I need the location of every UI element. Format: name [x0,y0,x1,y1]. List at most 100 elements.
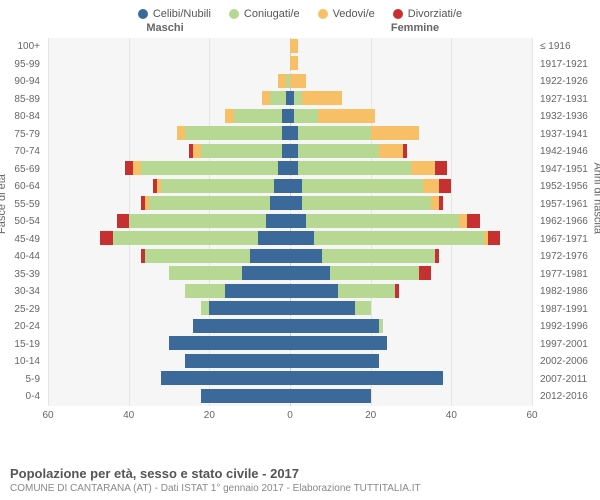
bar-segment [113,231,258,245]
bar-segment [282,109,290,123]
bar-segment [169,266,242,280]
x-tick-label: 60 [526,410,537,421]
legend-swatch [138,9,148,19]
bar-segment [423,179,439,193]
age-label: 55-59 [0,196,44,214]
age-label: 75-79 [0,126,44,144]
female-label: Femmine [290,22,600,34]
bar-segment [282,126,290,140]
bar-segment [201,144,282,158]
birth-label: 1982-1986 [536,283,600,301]
bar-segment [278,161,290,175]
birth-label: 1922-1926 [536,73,600,91]
age-label: 50-54 [0,213,44,231]
chart-title: Popolazione per età, sesso e stato civil… [10,466,421,481]
bar-segment [141,161,278,175]
birth-label: 1977-1981 [536,266,600,284]
bar-segment [379,144,403,158]
bar-segment [258,231,290,245]
bar-segment [290,389,371,403]
pyramid-row [48,336,532,354]
bar-segment [298,144,379,158]
bar-segment [411,161,435,175]
bar-segment [439,179,451,193]
age-label: 10-14 [0,353,44,371]
bar-segment [282,144,290,158]
bar-segment [290,214,306,228]
pyramid-row [48,108,532,126]
age-label: 40-44 [0,248,44,266]
bar-segment [100,231,112,245]
bar-segment [266,214,290,228]
bar-segment [306,214,459,228]
legend-item: Vedovi/e [318,8,375,20]
bar-segment [290,126,298,140]
pyramid-row [48,161,532,179]
birth-label: 1932-1936 [536,108,600,126]
legend-item: Celibi/Nubili [138,8,211,20]
birth-label: 1967-1971 [536,231,600,249]
age-label: 45-49 [0,231,44,249]
bar-segment [395,284,399,298]
birth-label: 1927-1931 [536,91,600,109]
birth-label: 1947-1951 [536,161,600,179]
bar-segment [250,249,290,263]
birth-label: 1952-1956 [536,178,600,196]
pyramid-row [48,371,532,389]
bar-segment [467,214,479,228]
bar-segment [201,389,290,403]
legend-item: Coniugati/e [229,8,300,20]
bar-segment [302,196,431,210]
age-label: 15-19 [0,336,44,354]
bar-segment [435,161,447,175]
bar-segment [270,91,286,105]
bar-segment [431,196,439,210]
age-label: 95-99 [0,56,44,74]
age-label: 0-4 [0,388,44,406]
bar-segment [149,196,270,210]
bar-segment [209,301,290,315]
pyramid-row [48,73,532,91]
age-label: 20-24 [0,318,44,336]
bar-segment [459,214,467,228]
pyramid-row [48,353,532,371]
bar-segment [302,91,342,105]
bar-segment [278,74,286,88]
bar-segment [298,126,371,140]
pyramid-row [48,231,532,249]
bar-segment [290,161,298,175]
bar-segment [290,371,443,385]
legend-label: Divorziati/e [408,8,462,20]
bar-segment [185,126,282,140]
birth-label: 1972-1976 [536,248,600,266]
bar-segment [318,109,374,123]
birth-label: 1992-1996 [536,318,600,336]
age-label: 25-29 [0,301,44,319]
bar-segment [262,91,270,105]
x-tick-label: 20 [204,410,215,421]
bar-segment [270,196,290,210]
bar-segment [290,39,298,53]
male-label: Maschi [0,22,290,34]
x-tick-label: 20 [365,410,376,421]
pyramid-row [48,248,532,266]
bar-segment [185,284,225,298]
x-tick-label: 40 [123,410,134,421]
bar-segment [298,161,411,175]
age-label: 60-64 [0,178,44,196]
birth-label: 1937-1941 [536,126,600,144]
bar-segment [338,284,394,298]
bar-segment [371,126,419,140]
gender-labels: Maschi Femmine [0,22,600,34]
birth-label: 1917-1921 [536,56,600,74]
legend: Celibi/Nubili Coniugati/e Vedovi/e Divorzia… [0,0,600,22]
bar-segment [403,144,407,158]
birth-label: 1997-2001 [536,336,600,354]
bar-segment [274,179,290,193]
age-label: 30-34 [0,283,44,301]
pyramid-row [48,283,532,301]
bar-segment [161,371,290,385]
birth-label: 2012-2016 [536,388,600,406]
bar-segment [322,249,435,263]
bar-segment [290,231,314,245]
